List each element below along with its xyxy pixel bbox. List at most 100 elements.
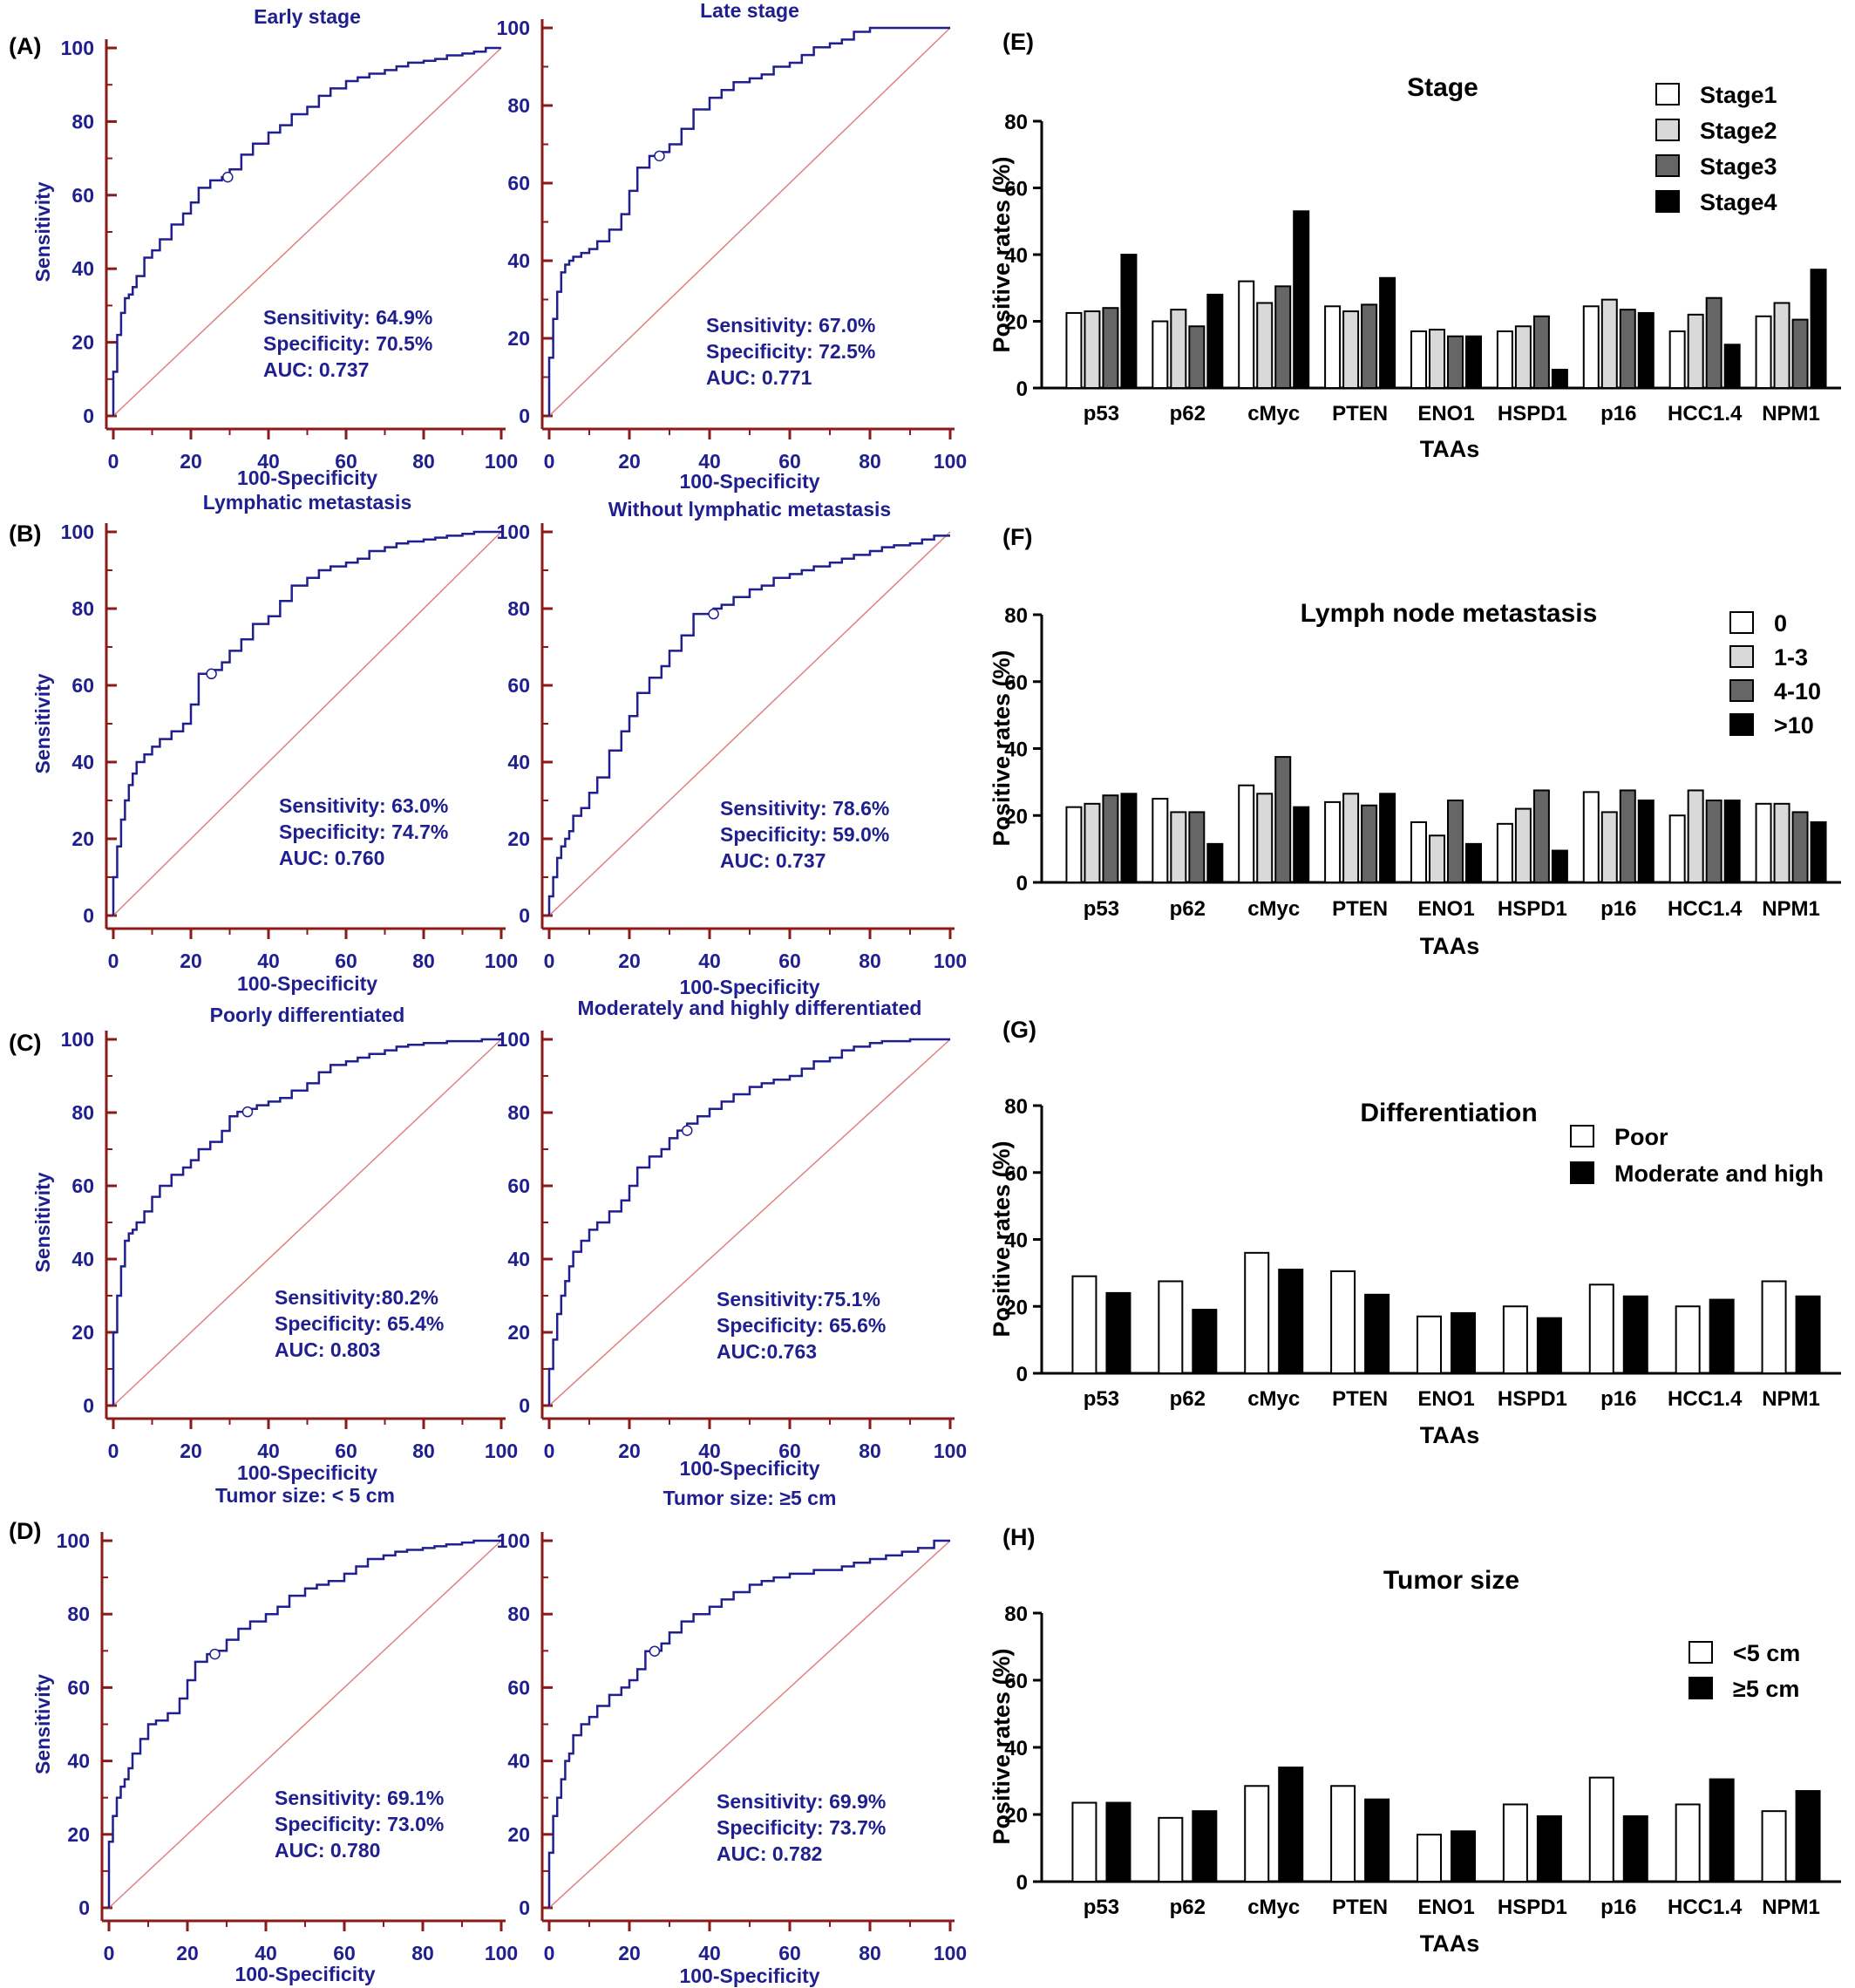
roc-7-x-tick-label: 40 xyxy=(255,1942,277,1964)
roc-5-stat-3: AUC: 0.803 xyxy=(275,1338,380,1361)
roc-3-y-tick-label: 0 xyxy=(83,904,94,927)
roc-6-x-tick-label: 40 xyxy=(698,1440,721,1462)
bar-f-category-label: p62 xyxy=(1170,897,1206,921)
roc-5-title: Poorly differentiated xyxy=(210,1004,405,1026)
bar-f-title: Lymph node metastasis xyxy=(1301,599,1598,628)
bar-g-legend-label-1: Poor xyxy=(1614,1124,1668,1150)
roc-5-cutoff-point xyxy=(241,1106,254,1118)
bar-h-bar-p16-1 xyxy=(1588,1776,1614,1883)
bar-e-bar-p53-4 xyxy=(1120,254,1138,389)
roc-7-stat-3: AUC: 0.780 xyxy=(275,1839,380,1862)
bar-e-bar-eno1-2 xyxy=(1429,329,1445,389)
roc-6-y-tick-label: 80 xyxy=(507,1101,530,1124)
roc-1-y-tick-label: 80 xyxy=(71,110,94,133)
bar-g-category-label: HCC1.4 xyxy=(1668,1387,1743,1411)
bar-f-y-tick-label: 40 xyxy=(1004,739,1028,762)
bar-f-category-label: HSPD1 xyxy=(1498,897,1567,921)
bar-f-bar-p53-3 xyxy=(1102,794,1119,883)
bar-h-bar-pten-2 xyxy=(1364,1798,1390,1883)
roc-5-x-tick-label: 100 xyxy=(485,1440,518,1462)
roc-7-diagonal xyxy=(108,1540,502,1909)
bar-e-panel-label: (E) xyxy=(1002,29,1034,55)
roc-8-x-tick-label: 100 xyxy=(934,1942,967,1964)
bar-h-bar-eno1-1 xyxy=(1417,1834,1442,1883)
roc-4-stat-3: AUC: 0.737 xyxy=(720,849,826,872)
bar-g-bar-p62-1 xyxy=(1158,1280,1184,1374)
bar-h-bar-cmyc-1 xyxy=(1244,1785,1270,1882)
bar-f-bar-hspd1-1 xyxy=(1496,822,1513,883)
roc-7-x-tick-label: 20 xyxy=(176,1942,199,1964)
roc-2-stat-1: Sensitivity: 67.0% xyxy=(706,314,875,337)
bar-h-y-tick-label: 40 xyxy=(1004,1737,1028,1760)
bar-g-category-label: HSPD1 xyxy=(1498,1387,1567,1411)
roc-3-title: Lymphatic metastasis xyxy=(203,491,411,514)
bar-e-y-tick-label: 0 xyxy=(1016,378,1028,401)
roc-6-y-tick-label: 20 xyxy=(507,1321,530,1344)
roc-7-panel-label: (D) xyxy=(9,1518,41,1544)
bar-e-legend-label-4: Stage4 xyxy=(1700,189,1777,215)
bar-f-bar-cmyc-4 xyxy=(1293,806,1310,883)
bar-g-bar-npm1-2 xyxy=(1795,1295,1821,1375)
bar-e-bar-p16-1 xyxy=(1582,305,1600,390)
bar-e-y-title: Positive rates (%) xyxy=(989,156,1015,352)
bar-g-bar-hspd1-1 xyxy=(1502,1305,1528,1374)
bar-f-bar-hspd1-2 xyxy=(1514,807,1532,884)
bar-e-bar-p62-3 xyxy=(1188,325,1206,389)
roc-8-x-title: 100-Specificity xyxy=(679,1964,819,1987)
bar-h-category-label: p53 xyxy=(1084,1896,1119,1919)
bar-e-bar-eno1-4 xyxy=(1465,335,1482,389)
bar-h-legend-label-2: ≥5 cm xyxy=(1733,1676,1799,1702)
roc-5-y-tick-label: 0 xyxy=(83,1394,94,1417)
roc-1-x-tick-label: 0 xyxy=(108,450,119,473)
roc-2-x-tick-label: 60 xyxy=(778,450,801,473)
roc-7-x-title: 100-Specificity xyxy=(234,1963,375,1985)
roc-5-y-tick-label: 40 xyxy=(71,1248,94,1270)
bar-h-category-label: ENO1 xyxy=(1417,1896,1474,1919)
bar-g-category-label: p62 xyxy=(1170,1387,1206,1411)
bar-h-category-label: NPM1 xyxy=(1762,1896,1820,1919)
roc-8-diagonal xyxy=(548,1540,951,1909)
roc-8-stat-1: Sensitivity: 69.9% xyxy=(717,1790,886,1813)
bar-e-bar-p53-1 xyxy=(1065,311,1083,389)
bar-h-category-label: p62 xyxy=(1170,1896,1206,1919)
roc-3-y-tick-label: 100 xyxy=(61,521,94,543)
roc-5-y-tick-label: 80 xyxy=(71,1101,94,1124)
roc-6-x-tick-label: 60 xyxy=(778,1440,801,1462)
roc-3-stat-3: AUC: 0.760 xyxy=(279,847,384,869)
bar-f-bar-hspd1-4 xyxy=(1551,849,1568,884)
bar-e-y-tick-label: 80 xyxy=(1004,111,1028,134)
roc-3-x-tick-label: 100 xyxy=(485,950,518,972)
bar-e-bar-p62-2 xyxy=(1170,309,1187,389)
bar-f-bar-p53-2 xyxy=(1084,802,1101,883)
roc-4-y-tick-label: 0 xyxy=(519,904,530,927)
bar-f-category-label: cMyc xyxy=(1247,897,1300,921)
bar-e-bar-npm1-2 xyxy=(1773,302,1790,389)
bar-f-legend-swatch-2 xyxy=(1729,645,1754,668)
bar-f-bar-eno1-3 xyxy=(1447,799,1464,884)
bar-f-bar-hcc14-3 xyxy=(1705,799,1722,884)
roc-5-x-tick-label: 0 xyxy=(108,1440,119,1462)
roc-3-x-tick-label: 40 xyxy=(257,950,280,972)
roc-8-stat-2: Specificity: 73.7% xyxy=(717,1816,886,1839)
bar-e-bar-hcc14-4 xyxy=(1723,344,1741,389)
roc-1-cutoff-point xyxy=(222,171,234,183)
bar-h-category-label: p16 xyxy=(1600,1896,1636,1919)
roc-7-stat-1: Sensitivity: 69.1% xyxy=(275,1787,444,1809)
roc-4-y-tick-label: 60 xyxy=(507,674,530,697)
bar-f-legend-label-2: 1-3 xyxy=(1774,644,1808,671)
roc-2-x-tick-label: 20 xyxy=(618,450,641,473)
bar-g-bar-pten-1 xyxy=(1330,1270,1356,1375)
roc-3-y-tick-label: 40 xyxy=(71,751,94,773)
bar-e-bar-hcc14-2 xyxy=(1687,313,1704,390)
bar-e-bar-npm1-1 xyxy=(1755,315,1772,390)
roc-4-stat-2: Specificity: 59.0% xyxy=(720,823,889,846)
roc-8-x-tick-label: 0 xyxy=(544,1942,555,1964)
roc-3-panel-label: (B) xyxy=(9,521,41,547)
bar-f-bar-pten-1 xyxy=(1324,800,1342,884)
bar-h-bar-p53-1 xyxy=(1071,1801,1097,1882)
bar-f-y-tick-label: 20 xyxy=(1004,805,1028,828)
bar-e-bar-p53-3 xyxy=(1102,307,1119,390)
roc-2-diagonal xyxy=(548,27,951,417)
bar-f-bar-pten-2 xyxy=(1342,793,1360,884)
bar-g-category-label: p16 xyxy=(1600,1387,1636,1411)
